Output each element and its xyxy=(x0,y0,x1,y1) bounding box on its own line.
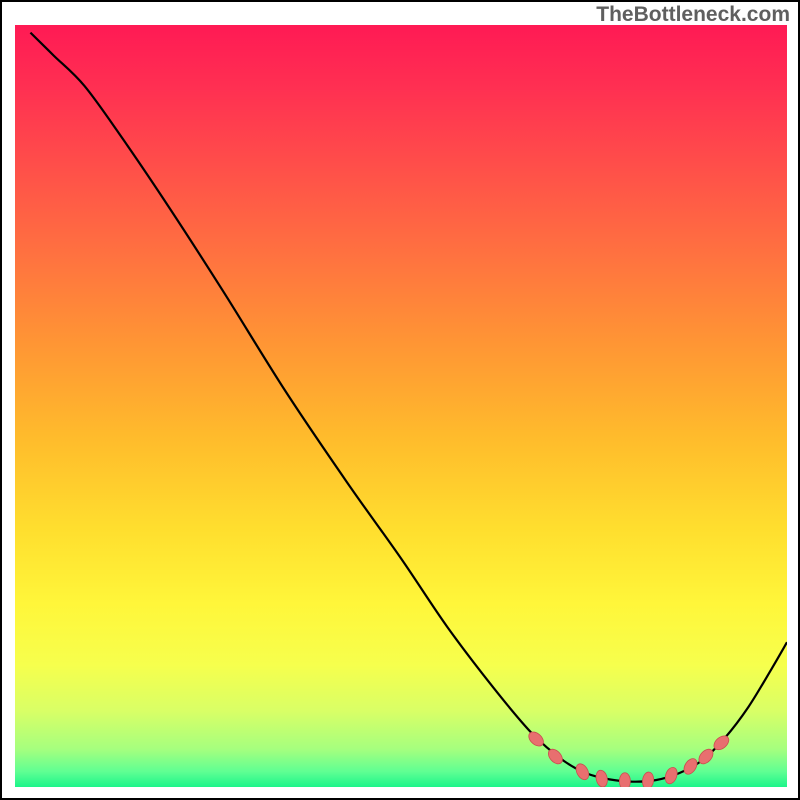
bottleneck-curve-chart xyxy=(15,25,787,787)
curve-marker xyxy=(619,773,630,787)
watermark-text: TheBottleneck.com xyxy=(596,3,790,27)
gradient-background xyxy=(15,25,787,787)
plot-area xyxy=(15,25,787,787)
chart-frame: TheBottleneck.com xyxy=(0,0,800,800)
